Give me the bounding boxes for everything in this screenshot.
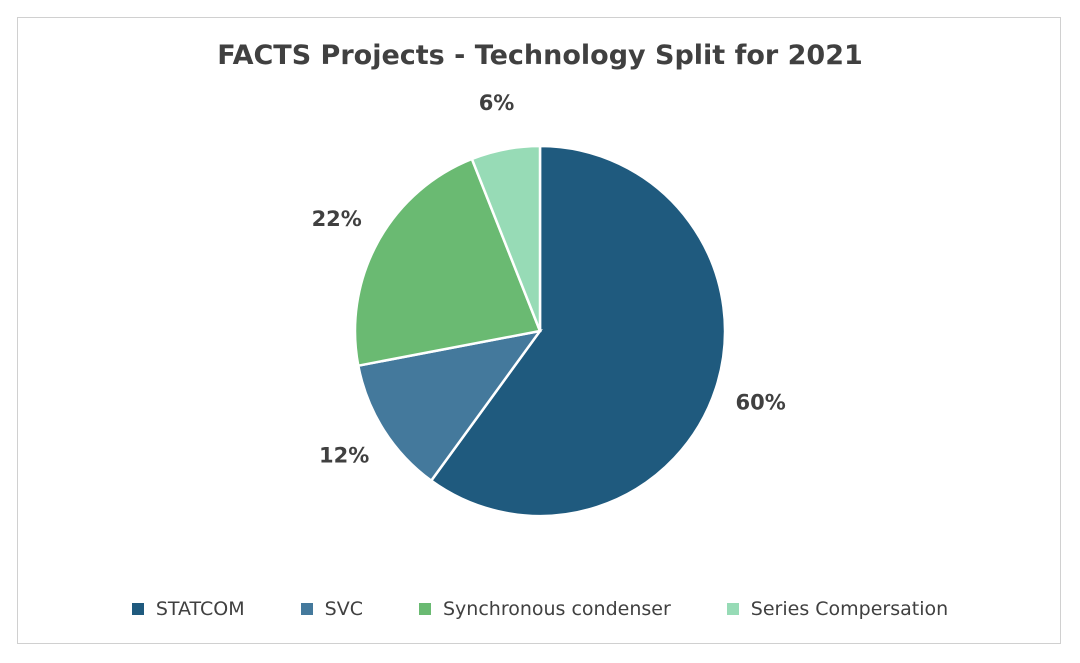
- legend-item-series-compersation: Series Compersation: [726, 598, 949, 620]
- data-label-series-compersation: 6%: [479, 91, 515, 115]
- chart-title: FACTS Projects - Technology Split for 20…: [217, 40, 863, 71]
- data-label-svc: 12%: [319, 443, 369, 467]
- legend-item-svc: SVC: [300, 598, 363, 620]
- legend-label-synchronous-condenser: Synchronous condenser: [442, 598, 671, 620]
- data-label-synchronous-condenser: 22%: [312, 207, 362, 231]
- legend-item-statcom: STATCOM: [131, 598, 245, 620]
- legend-swatch-series-compersation: [726, 603, 739, 615]
- pie-slice-statcom: [429, 144, 727, 518]
- pie-slice-svc: [356, 329, 543, 483]
- legend-label-series-compersation: Series Compersation: [750, 598, 949, 620]
- legend-label-statcom: STATCOM: [155, 598, 245, 620]
- legend-swatch-statcom: [131, 603, 144, 615]
- pie-slice-synchronous-condenser: [353, 157, 542, 368]
- legend: STATCOM SVC Synchronous condenser Series…: [0, 596, 1080, 622]
- pie-slice-series-compersation: [470, 144, 542, 332]
- data-label-statcom: 60%: [736, 391, 786, 415]
- legend-swatch-synchronous-condenser: [418, 603, 431, 615]
- legend-swatch-svc: [300, 603, 313, 615]
- legend-label-svc: SVC: [324, 598, 363, 620]
- legend-item-synchronous-condenser: Synchronous condenser: [418, 598, 671, 620]
